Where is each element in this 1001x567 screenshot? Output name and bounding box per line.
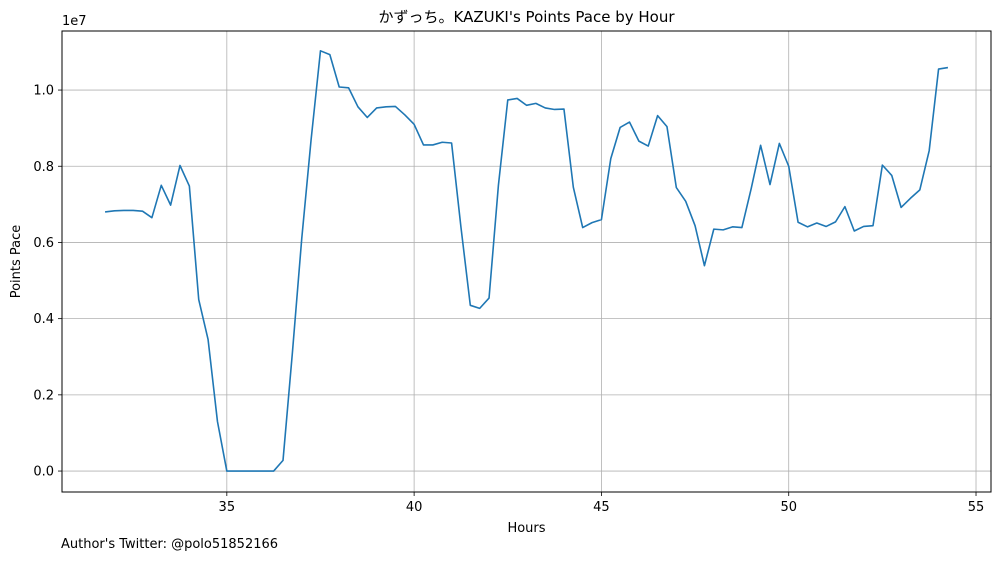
y-tick-label: 1.0 <box>33 84 54 99</box>
y-tick-label: 0.2 <box>33 388 54 403</box>
series-line <box>104 50 949 472</box>
y-tick-label: 0.8 <box>33 160 54 175</box>
y-tick-label: 0.0 <box>33 465 54 480</box>
author-credit: Author's Twitter: @polo51852166 <box>61 537 279 552</box>
data-series <box>104 50 949 472</box>
x-tick-label: 50 <box>780 500 797 515</box>
grid-lines <box>62 31 991 492</box>
plot-frame <box>61 30 992 493</box>
x-tick-label: 35 <box>219 500 236 515</box>
chart-title: かずっち。KAZUKI's Points Pace by Hour <box>379 8 676 26</box>
x-axis-label: Hours <box>507 521 545 536</box>
y-axis-label: Points Pace <box>9 225 24 299</box>
x-tick-label: 45 <box>593 500 610 515</box>
y-axis-multiplier: 1e7 <box>62 14 87 29</box>
x-tick-label: 40 <box>406 500 423 515</box>
y-tick-label: 0.4 <box>33 312 54 327</box>
y-tick-label: 0.6 <box>33 236 54 251</box>
x-tick-label: 55 <box>968 500 985 515</box>
axis-ticks: 35 40 45 50 55 0.0 0.2 0.4 0.6 0.8 1.0 <box>33 84 984 515</box>
